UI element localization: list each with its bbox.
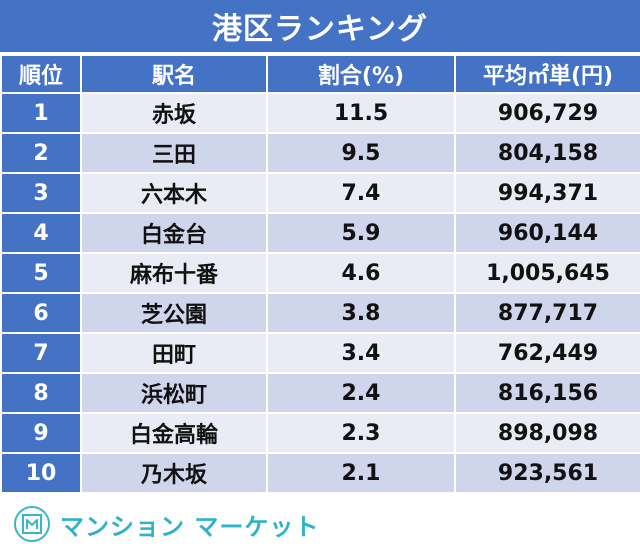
- rank-cell: 10: [0, 452, 82, 494]
- station-cell: 麻布十番: [80, 252, 268, 294]
- rank-cell: 1: [0, 92, 82, 134]
- ratio-cell: 9.5: [266, 132, 456, 174]
- header-station: 駅名: [80, 54, 268, 94]
- table-row: 6 芝公園 3.8 877,717: [0, 292, 640, 334]
- station-cell: 赤坂: [80, 92, 268, 134]
- table-row: 7 田町 3.4 762,449: [0, 332, 640, 374]
- price-cell: 762,449: [454, 332, 640, 374]
- table-row: 10 乃木坂 2.1 923,561: [0, 452, 640, 494]
- ratio-cell: 2.1: [266, 452, 456, 494]
- rank-cell: 4: [0, 212, 82, 254]
- station-cell: 乃木坂: [80, 452, 268, 494]
- rank-cell: 9: [0, 412, 82, 454]
- page-title: 港区ランキング: [0, 0, 640, 54]
- brand-logo: マンション マーケット: [14, 503, 319, 545]
- header-rank: 順位: [0, 54, 82, 94]
- ratio-cell: 7.4: [266, 172, 456, 214]
- table-row: 2 三田 9.5 804,158: [0, 132, 640, 174]
- price-cell: 877,717: [454, 292, 640, 334]
- rank-cell: 6: [0, 292, 82, 334]
- price-cell: 994,371: [454, 172, 640, 214]
- ratio-cell: 3.4: [266, 332, 456, 374]
- table-row: 1 赤坂 11.5 906,729: [0, 92, 640, 134]
- station-cell: 芝公園: [80, 292, 268, 334]
- building-m-icon: [14, 506, 50, 542]
- station-cell: 白金高輪: [80, 412, 268, 454]
- header-ratio: 割合(%): [266, 54, 456, 94]
- header-price: 平均㎡単(円): [454, 54, 640, 94]
- ratio-cell: 3.8: [266, 292, 456, 334]
- price-cell: 923,561: [454, 452, 640, 494]
- rank-cell: 3: [0, 172, 82, 214]
- rank-cell: 8: [0, 372, 82, 414]
- table-row: 8 浜松町 2.4 816,156: [0, 372, 640, 414]
- price-cell: 906,729: [454, 92, 640, 134]
- price-cell: 960,144: [454, 212, 640, 254]
- ratio-cell: 5.9: [266, 212, 456, 254]
- price-cell: 898,098: [454, 412, 640, 454]
- ratio-cell: 2.3: [266, 412, 456, 454]
- rank-cell: 2: [0, 132, 82, 174]
- table-row: 5 麻布十番 4.6 1,005,645: [0, 252, 640, 294]
- ranking-table: 順位 駅名 割合(%) 平均㎡単(円) 1 赤坂 11.5 906,729 2 …: [0, 54, 640, 494]
- station-cell: 白金台: [80, 212, 268, 254]
- ratio-cell: 11.5: [266, 92, 456, 134]
- price-cell: 1,005,645: [454, 252, 640, 294]
- rank-cell: 5: [0, 252, 82, 294]
- brand-name: マンション マーケット: [60, 512, 320, 541]
- rank-cell: 7: [0, 332, 82, 374]
- ratio-cell: 4.6: [266, 252, 456, 294]
- table-row: 9 白金高輪 2.3 898,098: [0, 412, 640, 454]
- price-cell: 816,156: [454, 372, 640, 414]
- price-cell: 804,158: [454, 132, 640, 174]
- ratio-cell: 2.4: [266, 372, 456, 414]
- station-cell: 田町: [80, 332, 268, 374]
- table-row: 4 白金台 5.9 960,144: [0, 212, 640, 254]
- station-cell: 六本木: [80, 172, 268, 214]
- table-row: 3 六本木 7.4 994,371: [0, 172, 640, 214]
- station-cell: 三田: [80, 132, 268, 174]
- header-row: 順位 駅名 割合(%) 平均㎡単(円): [0, 54, 640, 94]
- station-cell: 浜松町: [80, 372, 268, 414]
